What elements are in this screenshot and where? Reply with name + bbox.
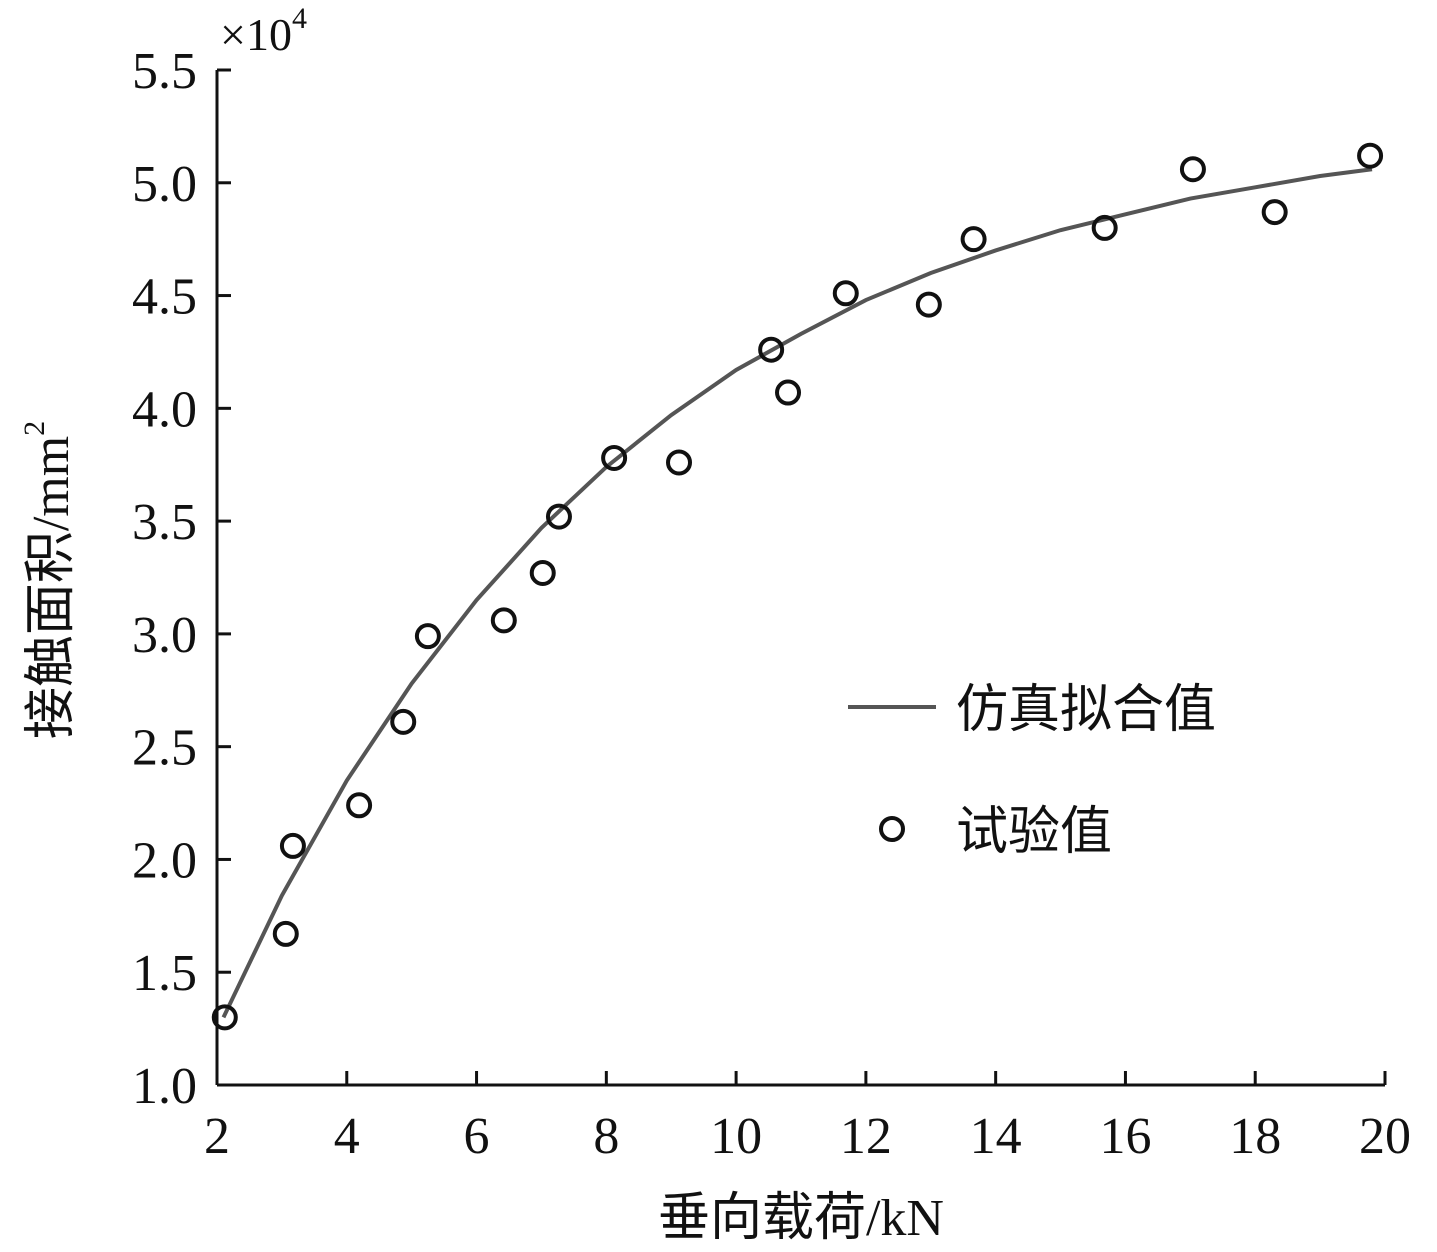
data-point xyxy=(390,708,417,735)
y-axis-label-text: 接触面积/mm xyxy=(23,436,80,739)
y-tick-label: 3.0 xyxy=(132,607,197,664)
x-tick-label: 18 xyxy=(1229,1108,1281,1165)
y-tick-label: 3.5 xyxy=(132,494,197,551)
y-tick-label: 5.0 xyxy=(132,156,197,213)
data-point xyxy=(775,379,802,406)
y-multiplier-exponent: 4 xyxy=(292,2,307,35)
x-tick-label: 4 xyxy=(334,1108,360,1165)
x-tick-label: 12 xyxy=(840,1108,892,1165)
data-point xyxy=(915,291,942,318)
y-tick-label: 4.5 xyxy=(132,269,197,326)
data-point xyxy=(960,226,987,253)
data-point xyxy=(545,503,572,530)
data-point xyxy=(1179,156,1206,183)
legend-marker xyxy=(879,816,905,842)
data-point xyxy=(1261,199,1288,226)
y-tick-label: 4.0 xyxy=(132,381,197,438)
y-tick-label: 1.0 xyxy=(132,1058,197,1115)
x-tick-label: 2 xyxy=(204,1108,230,1165)
data-point xyxy=(832,280,859,307)
y-axis-label: 接触面积/mm2 xyxy=(18,421,80,739)
data-point xyxy=(211,1004,238,1031)
data-point xyxy=(279,832,306,859)
data-point xyxy=(272,920,299,947)
data-point xyxy=(758,336,785,363)
data-point xyxy=(1091,214,1118,241)
data-point xyxy=(529,559,556,586)
y-tick-label: 2.5 xyxy=(132,720,197,777)
data-point xyxy=(1357,142,1384,169)
legend-label: 仿真拟合值 xyxy=(956,682,1216,739)
x-tick-label: 6 xyxy=(464,1108,490,1165)
y-tick-label: 2.0 xyxy=(132,832,197,889)
x-tick-label: 20 xyxy=(1359,1108,1411,1165)
fit-line xyxy=(221,167,1373,1019)
x-tick-label: 10 xyxy=(710,1108,762,1165)
data-point xyxy=(346,792,373,819)
y-multiplier-base: ×10 xyxy=(220,9,292,60)
y-tick-label: 5.5 xyxy=(132,43,197,100)
x-tick-label: 8 xyxy=(593,1108,619,1165)
x-tick-label: 14 xyxy=(970,1108,1022,1165)
data-point xyxy=(490,607,517,634)
x-tick-label: 16 xyxy=(1099,1108,1151,1165)
y-multiplier: ×104 xyxy=(220,2,307,60)
x-axis-label: 垂向载荷/kN xyxy=(658,1190,944,1247)
data-point xyxy=(414,623,441,650)
y-axis-label-superscript: 2 xyxy=(18,421,51,436)
y-tick-label: 1.5 xyxy=(132,945,197,1002)
data-point xyxy=(601,444,628,471)
legend-label: 试验值 xyxy=(956,804,1112,861)
data-point xyxy=(666,449,693,476)
